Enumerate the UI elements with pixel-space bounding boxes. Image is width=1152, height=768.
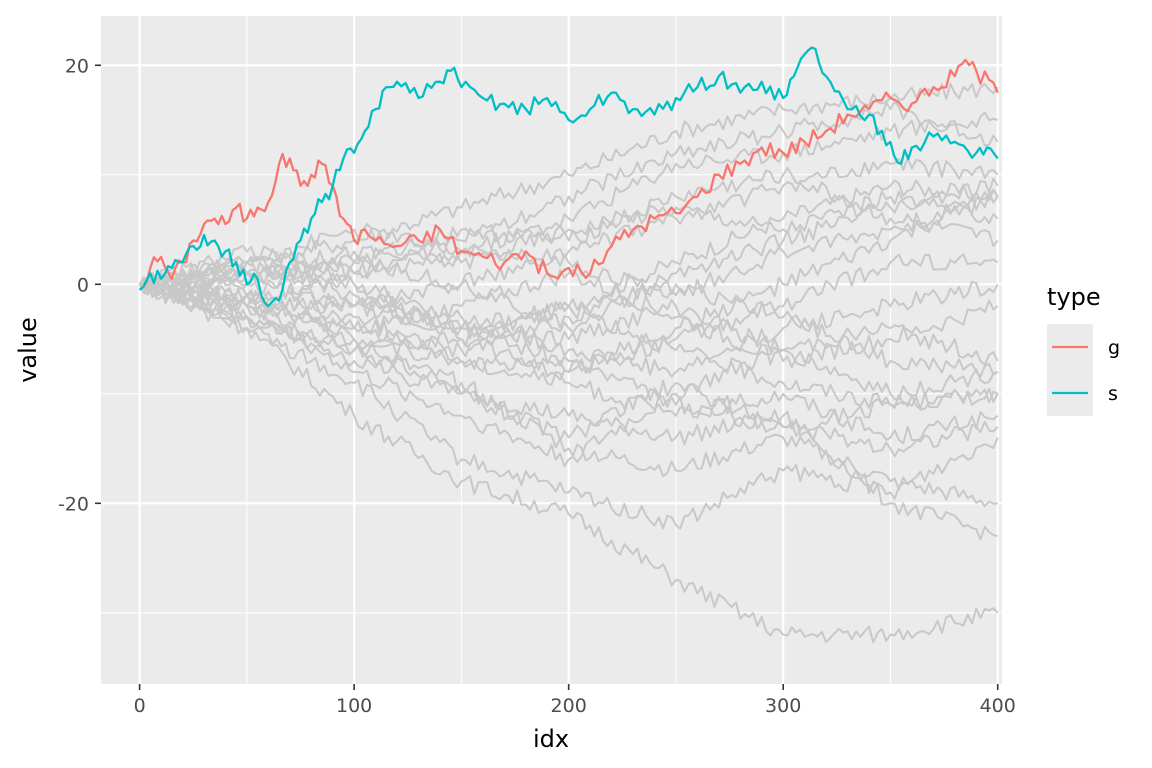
background-series-line <box>138 277 999 445</box>
legend-keys: gs <box>1047 324 1120 416</box>
background-series-line <box>138 283 999 366</box>
background-series-line <box>139 276 999 378</box>
y-axis-title: value <box>14 317 42 383</box>
y-tick-label: -20 <box>58 493 89 515</box>
x-tick-label: 0 <box>134 695 146 717</box>
legend: type gs <box>1047 283 1120 416</box>
background-series-line <box>138 280 999 467</box>
background-series-line <box>138 111 998 291</box>
legend-label-g: g <box>1108 337 1120 359</box>
x-tick-label: 200 <box>551 695 587 717</box>
background-series-line <box>138 277 999 530</box>
x-axis-title: idx <box>533 725 569 753</box>
y-axis: -20 0 20 <box>58 55 101 515</box>
background-series-line <box>138 279 998 508</box>
background-series-line <box>138 267 999 433</box>
highlighted-series-group <box>138 46 999 308</box>
background-series-line <box>138 190 999 293</box>
series-line-s <box>138 46 999 308</box>
series-line-g <box>138 58 999 291</box>
background-series-line <box>139 192 999 299</box>
legend-title: type <box>1047 283 1101 311</box>
x-tick-label: 400 <box>980 695 1016 717</box>
x-tick-label: 100 <box>336 695 372 717</box>
x-axis: 0 100 200 300 400 <box>134 684 1016 717</box>
background-series-line <box>138 276 999 378</box>
y-tick-label: 0 <box>77 274 89 296</box>
background-series-line <box>139 282 999 458</box>
background-series-line <box>138 255 999 411</box>
background-series-line <box>139 283 999 644</box>
y-tick-label: 20 <box>65 55 89 77</box>
legend-label-s: s <box>1108 383 1118 405</box>
background-series-line <box>139 188 999 381</box>
x-tick-label: 300 <box>765 695 801 717</box>
background-series-group <box>138 83 999 644</box>
